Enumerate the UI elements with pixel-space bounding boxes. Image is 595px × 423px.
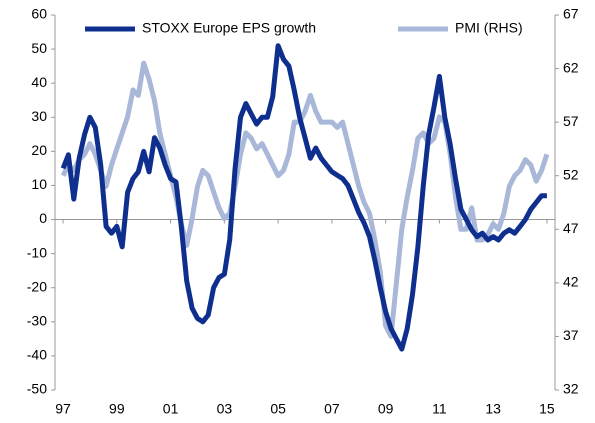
x-tick-label: 03 <box>217 401 233 417</box>
x-tick-label: 07 <box>324 401 340 417</box>
y-tick-label: -10 <box>27 244 47 260</box>
x-tick-label: 13 <box>485 401 501 417</box>
y-tick-label: 20 <box>31 142 47 158</box>
y2-tick-label: 52 <box>563 166 579 182</box>
y-tick-label: -50 <box>27 381 47 397</box>
y2-tick-label: 62 <box>563 59 579 75</box>
y-tick-label: 10 <box>31 176 47 192</box>
legend-bg <box>394 18 544 40</box>
legend-label: PMI (RHS) <box>455 20 523 36</box>
y-tick-label: -30 <box>27 313 47 329</box>
y-tick-label: 50 <box>31 40 47 56</box>
y-tick-label: -40 <box>27 347 47 363</box>
y2-tick-label: 32 <box>563 381 579 397</box>
x-tick-label: 11 <box>432 401 447 417</box>
y2-tick-label: 57 <box>563 113 579 129</box>
legend-label: STOXX Europe EPS growth <box>142 20 316 36</box>
x-tick-label: 97 <box>55 401 71 417</box>
y-tick-label: 0 <box>39 210 47 226</box>
x-tick-label: 01 <box>163 401 179 417</box>
x-tick-label: 15 <box>539 401 555 417</box>
x-tick-label: 99 <box>109 401 125 417</box>
y2-tick-label: 67 <box>563 6 579 22</box>
series-line <box>60 43 547 352</box>
x-tick-label: 05 <box>270 401 286 417</box>
y2-tick-label: 47 <box>563 220 579 236</box>
y2-tick-label: 42 <box>563 274 579 290</box>
y-tick-label: -20 <box>27 278 47 294</box>
y-tick-label: 40 <box>31 74 47 90</box>
y-tick-label: 30 <box>31 108 47 124</box>
y2-tick-label: 37 <box>563 327 579 343</box>
legend-bg <box>81 18 381 40</box>
series-line <box>60 60 550 339</box>
y-tick-label: 60 <box>31 6 47 22</box>
x-tick-label: 09 <box>378 401 394 417</box>
